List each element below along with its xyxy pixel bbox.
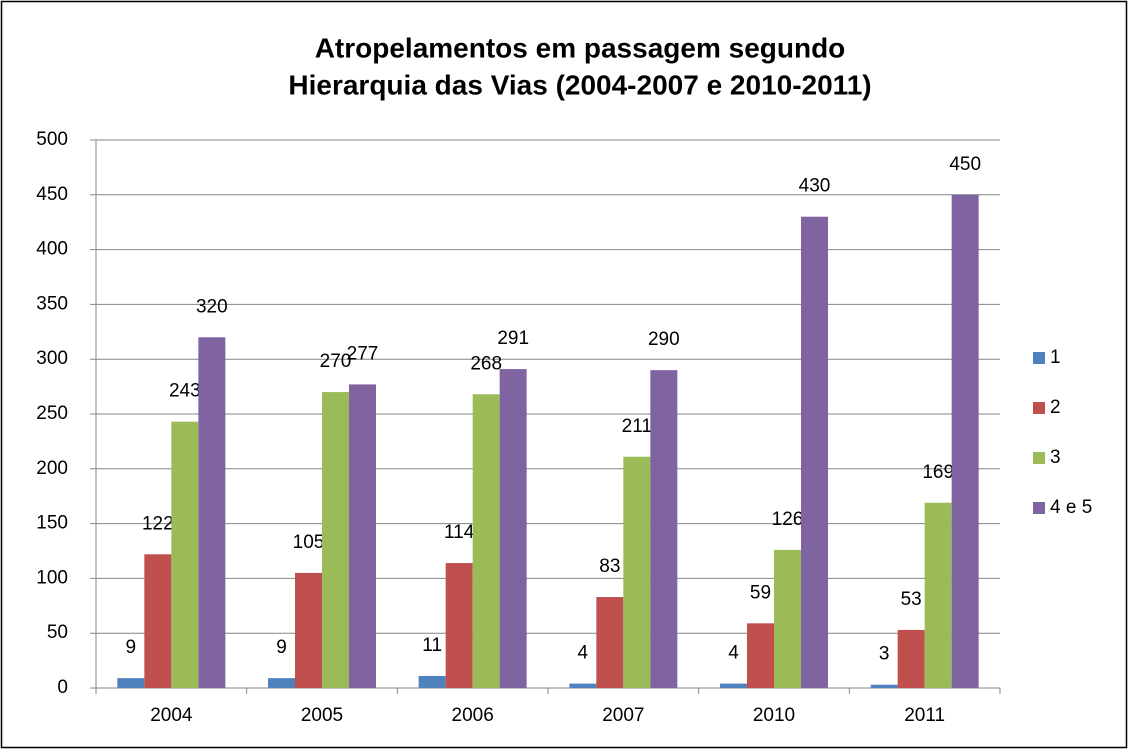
legend-swatch — [1033, 452, 1045, 464]
legend-label: 1 — [1050, 347, 1061, 368]
bar — [897, 629, 925, 688]
chart-title: Atropelamentos em passagem segundo — [315, 32, 846, 63]
data-label: 290 — [648, 329, 680, 350]
legend-swatch — [1033, 402, 1045, 414]
data-label: 291 — [497, 328, 529, 349]
data-label: 114 — [444, 522, 475, 543]
y-tick-label: 0 — [57, 677, 68, 698]
x-tick-label: 2010 — [753, 705, 795, 726]
data-label: 59 — [750, 582, 771, 603]
y-tick-label: 100 — [36, 567, 68, 588]
bar — [720, 683, 747, 688]
x-tick-label: 2005 — [301, 705, 343, 726]
y-tick-label: 500 — [36, 129, 68, 150]
bar — [924, 502, 952, 688]
bar — [650, 370, 678, 688]
bar — [117, 678, 145, 688]
y-tick-label: 300 — [36, 348, 68, 369]
x-tick-label: 2011 — [904, 705, 945, 726]
y-tick-label: 200 — [36, 458, 68, 479]
data-label: 4 — [578, 643, 589, 664]
bar — [171, 421, 199, 688]
bar — [198, 337, 226, 688]
data-label: 270 — [320, 351, 352, 372]
bar — [144, 554, 172, 688]
data-label: 105 — [293, 532, 325, 553]
y-tick-label: 50 — [47, 622, 68, 643]
data-label: 126 — [772, 509, 804, 530]
bar — [445, 563, 473, 688]
bar — [569, 683, 597, 688]
x-tick-label: 2007 — [602, 705, 644, 726]
bar — [774, 549, 801, 688]
bar — [295, 572, 322, 688]
bar — [951, 194, 979, 689]
chart-title: Hierarquia das Vias (2004-2007 e 2010-20… — [288, 69, 871, 100]
data-label: 320 — [196, 296, 228, 317]
data-label: 83 — [599, 556, 620, 577]
data-label: 430 — [799, 176, 831, 197]
data-label: 169 — [922, 462, 954, 483]
data-label: 268 — [470, 353, 502, 374]
bar — [472, 394, 500, 688]
bar — [418, 675, 446, 688]
y-tick-label: 250 — [36, 403, 68, 424]
bar — [499, 369, 527, 688]
data-label: 277 — [347, 343, 379, 364]
data-label: 9 — [276, 637, 287, 658]
data-label: 11 — [422, 635, 442, 656]
x-tick-label: 2006 — [452, 705, 494, 726]
bar — [623, 456, 651, 688]
bar — [870, 684, 898, 688]
legend-swatch — [1033, 502, 1045, 514]
data-label: 9 — [126, 637, 137, 658]
bar — [747, 623, 774, 688]
data-label: 211 — [622, 416, 652, 437]
y-tick-label: 400 — [36, 239, 68, 260]
bar — [268, 678, 295, 688]
data-label: 122 — [142, 513, 174, 534]
legend-label: 3 — [1050, 447, 1061, 468]
legend-label: 2 — [1050, 397, 1061, 418]
legend-label: 4 e 5 — [1050, 497, 1092, 518]
y-tick-label: 450 — [36, 184, 68, 205]
data-label: 3 — [879, 644, 890, 665]
legend-swatch — [1033, 352, 1045, 364]
data-label: 243 — [169, 381, 201, 402]
bar — [596, 597, 624, 688]
bar — [349, 384, 376, 688]
x-tick-label: 2004 — [150, 705, 193, 726]
bar — [801, 216, 828, 688]
data-label: 53 — [901, 589, 922, 610]
y-tick-label: 150 — [36, 513, 68, 534]
y-tick-label: 350 — [36, 293, 68, 314]
data-label: 450 — [949, 154, 981, 175]
bar — [322, 392, 349, 688]
data-label: 4 — [728, 643, 739, 664]
